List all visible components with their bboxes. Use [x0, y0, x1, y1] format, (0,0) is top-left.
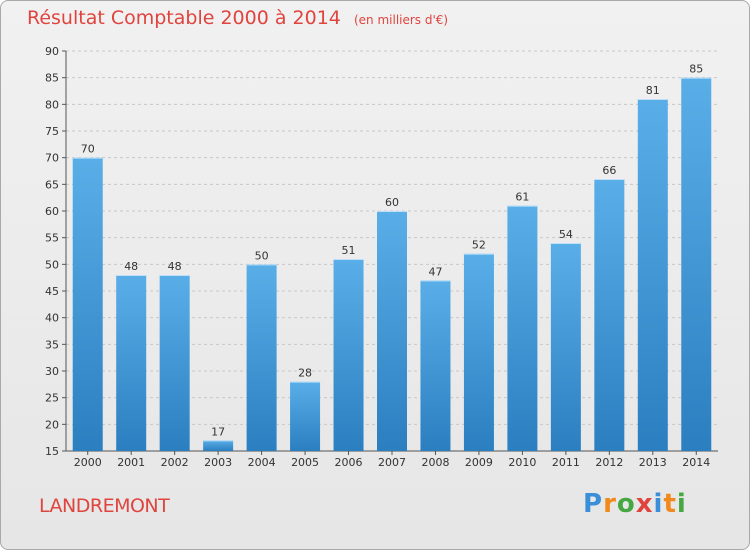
y-tick-label: 90: [45, 45, 59, 58]
bar: [72, 157, 103, 451]
x-tick-label: 2008: [421, 456, 449, 469]
data-label: 48: [168, 260, 182, 273]
chart-title-main: Résultat Comptable 2000 à 2014: [27, 7, 341, 29]
y-tick-label: 15: [45, 445, 59, 458]
bar: [550, 243, 581, 451]
bar: [463, 253, 494, 451]
bar: [637, 99, 668, 451]
axes: 15 20 25 30 35 40 45 50 55 60 65 70 75 80 85 90 2000 2001…: [45, 45, 718, 469]
y-tick-label: 85: [45, 72, 59, 85]
bar: [333, 259, 364, 451]
bar: [159, 275, 190, 451]
data-label: 50: [255, 249, 269, 262]
x-tick-label: 2010: [508, 456, 536, 469]
proxiti-logo: Proxiti: [583, 489, 687, 519]
logo-letter: r: [603, 489, 617, 519]
data-label: 66: [602, 164, 616, 177]
x-tick-label: 2001: [117, 456, 145, 469]
logo-letter: P: [583, 489, 604, 519]
bar: [507, 205, 538, 451]
y-tick-label: 35: [45, 338, 59, 351]
y-tick-label: 40: [45, 312, 59, 325]
data-label: 47: [428, 265, 442, 278]
data-label: 48: [124, 260, 138, 273]
bars: [72, 77, 712, 452]
x-tick-label: 2003: [204, 456, 232, 469]
x-tick-label: 2013: [639, 456, 667, 469]
x-tick-label: 2009: [465, 456, 493, 469]
y-tick-label: 75: [45, 125, 59, 138]
bar: [594, 179, 625, 451]
logo-letter: t: [663, 489, 677, 519]
y-tick-label: 80: [45, 98, 59, 111]
bar: [290, 381, 321, 451]
bar: [420, 280, 451, 451]
data-labels: 70 48 48 17 50 28 51 60 47 52 61 54 66 81 85: [81, 63, 704, 439]
y-tick-label: 65: [45, 178, 59, 191]
data-label: 28: [298, 367, 312, 380]
chart-subtitle: (en milliers d'€): [353, 13, 449, 27]
y-tick-label: 30: [45, 365, 59, 378]
x-tick-label: 2012: [595, 456, 623, 469]
data-label: 17: [211, 425, 225, 438]
data-label: 60: [385, 196, 399, 209]
y-tick-label: 60: [45, 205, 59, 218]
y-tick-label: 50: [45, 258, 59, 271]
chart-title: Résultat Comptable 2000 à 2014 (en milli…: [27, 7, 448, 29]
bar: [681, 77, 712, 452]
x-tick-label: 2014: [682, 456, 710, 469]
x-tick-label: 2002: [161, 456, 189, 469]
y-tick-label: 25: [45, 392, 59, 405]
data-label: 54: [559, 228, 573, 241]
logo-letter: i: [653, 489, 664, 519]
bar: [203, 440, 234, 451]
x-tick-label: 2004: [248, 456, 276, 469]
bar: [246, 264, 277, 451]
x-tick-label: 2006: [335, 456, 363, 469]
logo-letter: i: [676, 489, 687, 519]
data-label: 51: [342, 244, 356, 257]
x-tick-label: 2007: [378, 456, 406, 469]
y-tick-label: 45: [45, 285, 59, 298]
logo-letter: x: [635, 489, 654, 519]
x-tick-label: 2011: [552, 456, 580, 469]
data-label: 70: [81, 143, 95, 156]
data-label: 85: [689, 63, 703, 76]
x-tick-label: 2005: [291, 456, 319, 469]
data-label: 81: [646, 84, 660, 97]
y-tick-label: 20: [45, 418, 59, 431]
y-tick-label: 55: [45, 232, 59, 245]
data-label: 61: [515, 191, 529, 204]
y-tick-label: 70: [45, 152, 59, 165]
bar: [116, 275, 147, 451]
data-label: 52: [472, 239, 486, 252]
bar: [377, 211, 407, 451]
x-tick-label: 2000: [74, 456, 102, 469]
logo-letter: o: [616, 489, 636, 519]
commune-name: LANDREMONT: [39, 495, 170, 517]
